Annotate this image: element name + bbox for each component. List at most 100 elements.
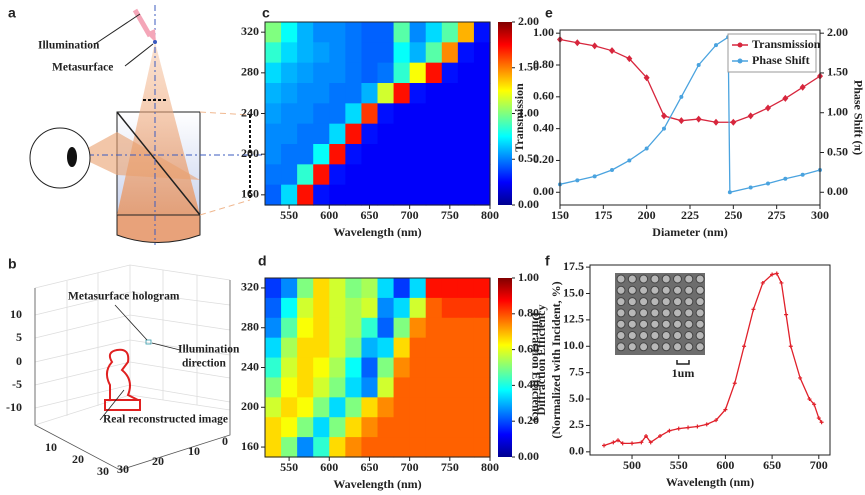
heat-cell bbox=[313, 164, 330, 186]
nanopillar bbox=[639, 285, 649, 295]
heat-cell bbox=[345, 83, 363, 104]
heat-cell bbox=[281, 317, 298, 339]
nanopillar bbox=[661, 274, 671, 284]
heat-cell bbox=[345, 62, 363, 84]
heat-cell bbox=[345, 437, 363, 458]
y-tick-label: 30 bbox=[117, 462, 129, 476]
heat-cell bbox=[313, 437, 330, 458]
heat-cell bbox=[361, 164, 379, 186]
y-tick-label: 0.80 bbox=[533, 57, 554, 71]
heat-cell bbox=[425, 164, 443, 186]
nanopillar bbox=[695, 297, 705, 307]
marker bbox=[723, 407, 728, 412]
heat-cell bbox=[425, 437, 443, 458]
y-tick-label: 0.20 bbox=[533, 152, 554, 166]
colorbar bbox=[498, 278, 512, 457]
heat-cell bbox=[329, 317, 346, 339]
y2-tick-label: 1.00 bbox=[827, 104, 848, 118]
x-tick-label: 650 bbox=[360, 208, 378, 222]
marker bbox=[713, 118, 719, 126]
heat-cell bbox=[281, 62, 298, 84]
heat-cell bbox=[473, 103, 491, 125]
nanopillar bbox=[684, 285, 694, 295]
heat-cell bbox=[281, 337, 298, 359]
heat-cell bbox=[441, 297, 459, 319]
heat-cell bbox=[473, 22, 491, 43]
y-tick-label: 280 bbox=[241, 65, 259, 79]
heat-cell bbox=[265, 123, 282, 145]
heat-cell bbox=[265, 184, 282, 206]
heat-cell bbox=[393, 144, 411, 165]
x-tick-label: 650 bbox=[360, 460, 378, 474]
heat-cell bbox=[457, 437, 475, 458]
heat-cell bbox=[281, 184, 298, 206]
heat-cell bbox=[409, 123, 427, 145]
panel-label: d bbox=[258, 253, 267, 269]
marker bbox=[748, 185, 753, 190]
heat-cell bbox=[393, 317, 411, 339]
y-tick-label: 20 bbox=[152, 454, 164, 468]
label: Illumination bbox=[38, 40, 100, 52]
heat-cell bbox=[377, 184, 395, 206]
nanopillar bbox=[695, 308, 705, 318]
heat-cell bbox=[425, 417, 443, 438]
heat-cell bbox=[345, 417, 363, 438]
y-tick-label: 0 bbox=[222, 434, 228, 448]
nanopillar bbox=[684, 274, 694, 284]
heat-cell bbox=[441, 184, 459, 206]
y-tick-label: 160 bbox=[241, 187, 259, 201]
heat-cell bbox=[297, 103, 314, 125]
heat-cell bbox=[377, 377, 395, 398]
heat-cell bbox=[425, 83, 443, 104]
heat-cell bbox=[361, 83, 379, 104]
heat-cell bbox=[473, 397, 491, 418]
x-tick-label: 150 bbox=[551, 208, 569, 222]
heat-cell bbox=[265, 42, 282, 64]
heat-cell bbox=[409, 317, 427, 339]
x-tick-label: 700 bbox=[401, 208, 419, 222]
nanopillar bbox=[650, 331, 660, 340]
y-tick-label: 0.00 bbox=[533, 184, 554, 198]
heat-cell bbox=[441, 103, 459, 125]
heat-cell bbox=[329, 144, 346, 165]
marker bbox=[611, 440, 616, 445]
label: direction bbox=[182, 358, 226, 370]
heat-cell bbox=[345, 164, 363, 186]
heat-cell bbox=[313, 377, 330, 398]
colorbar-label: 0.50 bbox=[518, 151, 539, 165]
panel-label: f bbox=[545, 253, 550, 269]
heat-cell bbox=[457, 22, 475, 43]
nanopillar bbox=[673, 297, 682, 307]
heat-cell bbox=[457, 297, 475, 319]
x-tick-label: 700 bbox=[810, 458, 828, 472]
nanopillar bbox=[684, 308, 694, 318]
heat-cell bbox=[361, 377, 379, 398]
heat-cell bbox=[265, 144, 282, 165]
x-tick-label: 800 bbox=[481, 460, 499, 474]
heat-cell bbox=[297, 317, 314, 339]
panel-label: b bbox=[8, 256, 17, 272]
y-tick-label: 0.60 bbox=[533, 89, 554, 103]
heat-cell bbox=[457, 278, 475, 299]
heat-cell bbox=[361, 337, 379, 359]
marker bbox=[784, 312, 789, 317]
heat-cell bbox=[441, 397, 459, 418]
heat-cell bbox=[457, 417, 475, 438]
marker bbox=[747, 112, 754, 120]
heat-cell bbox=[409, 397, 427, 418]
heat-cell bbox=[393, 62, 411, 84]
heat-cell bbox=[329, 437, 346, 458]
heat-cell bbox=[457, 83, 475, 104]
heat-cell bbox=[425, 123, 443, 145]
heat-cell bbox=[361, 22, 379, 43]
leader bbox=[151, 342, 181, 351]
heat-cell bbox=[393, 437, 411, 458]
heat-cell bbox=[313, 397, 330, 418]
y-tick-label: 160 bbox=[241, 439, 259, 453]
legend-box bbox=[727, 33, 817, 73]
heat-cell bbox=[441, 22, 459, 43]
heat-cell bbox=[409, 22, 427, 43]
heat-cell bbox=[457, 184, 475, 206]
marker bbox=[627, 158, 632, 163]
heat-cell bbox=[297, 83, 314, 104]
